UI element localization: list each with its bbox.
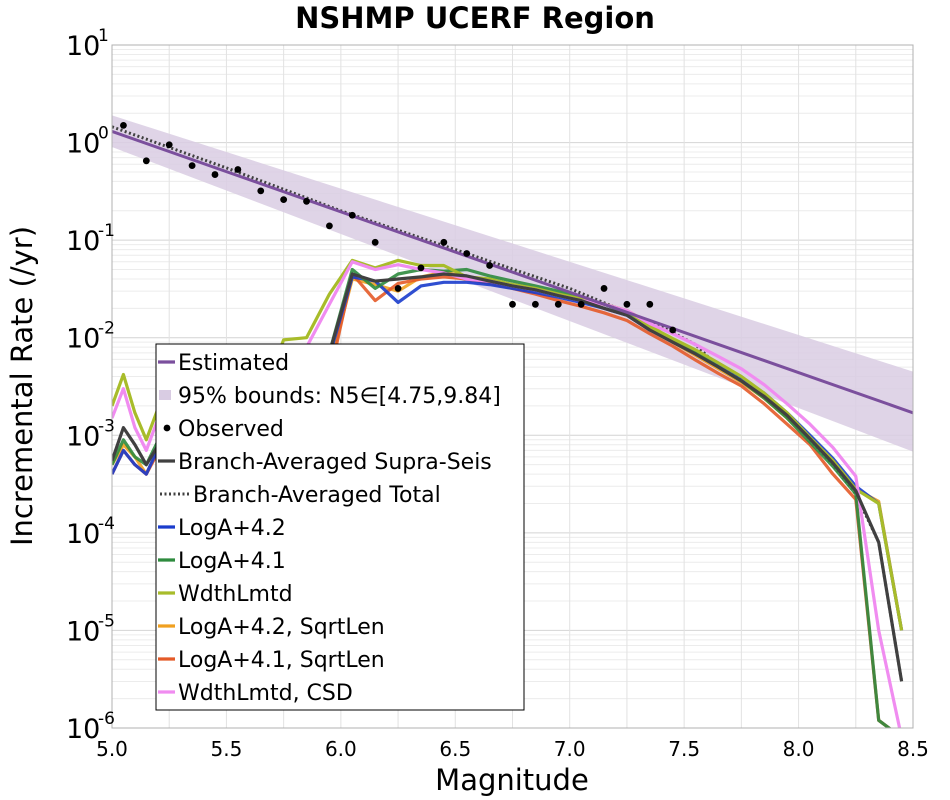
observed-point — [669, 326, 677, 334]
observed-point — [554, 300, 562, 308]
x-axis-label: Magnitude — [435, 763, 589, 797]
y-tick-base: 10 — [66, 226, 100, 257]
legend-item-branch-averaged-total: Branch-Averaged Total — [160, 483, 441, 508]
y-tick-exponent: 1 — [98, 26, 109, 46]
y-axis-label: Incremental Rate (/yr) — [5, 226, 39, 546]
legend-item-loga-4-2-sqrtlen: LogA+4.2, SqrtLen — [158, 615, 385, 640]
y-tick-base: 10 — [66, 519, 100, 550]
legend-label: Estimated — [178, 351, 289, 376]
x-tick-label: 8.0 — [783, 737, 815, 761]
observed-point — [120, 121, 127, 129]
x-tick-label: 6.5 — [439, 737, 471, 761]
y-tick-base: 10 — [66, 324, 100, 355]
observed-point — [280, 196, 288, 204]
observed-point — [646, 300, 654, 308]
observed-point — [303, 197, 310, 205]
legend-item-estimated: Estimated — [158, 351, 289, 376]
legend-label: Branch-Averaged Total — [193, 483, 441, 508]
x-tick-label: 7.5 — [668, 737, 700, 761]
observed-point — [326, 222, 333, 230]
observed-point — [348, 211, 356, 219]
y-tick-label: 100 — [66, 124, 109, 160]
legend-swatch — [159, 390, 171, 400]
y-tick-exponent: -6 — [98, 709, 115, 729]
x-tick-label: 5.0 — [96, 737, 128, 761]
x-tick-label: 8.5 — [897, 737, 929, 761]
legend-item-95-bounds-n5-4-75-9-84: 95% bounds: N5∈[4.75,9.84] — [159, 384, 501, 409]
observed-point — [531, 300, 539, 308]
y-tick-exponent: -2 — [98, 319, 115, 339]
y-tick-label: 101 — [66, 26, 109, 62]
legend-label: LogA+4.2 — [178, 516, 286, 541]
y-tick-label: 10-6 — [66, 709, 115, 745]
observed-point — [417, 264, 425, 272]
y-tick-exponent: -1 — [98, 221, 115, 241]
legend-label: LogA+4.2, SqrtLen — [178, 615, 385, 640]
y-tick-exponent: 0 — [98, 124, 109, 144]
legend: Estimated 95% bounds: N5∈[4.75,9.84] Obser… — [155, 343, 525, 711]
legend-item-loga-4-2: LogA+4.2 — [158, 516, 286, 541]
legend-label: 95% bounds: N5∈[4.75,9.84] — [178, 384, 501, 409]
y-tick-base: 10 — [66, 421, 100, 452]
y-tick-label: 10-3 — [66, 416, 115, 452]
observed-point — [486, 262, 494, 269]
legend-item-loga-4-1-sqrtlen: LogA+4.1, SqrtLen — [158, 648, 385, 673]
y-tick-label: 10-4 — [66, 514, 115, 550]
y-tick-exponent: -5 — [98, 611, 115, 631]
legend-label: LogA+4.1 — [178, 549, 286, 574]
y-tick-base: 10 — [66, 616, 100, 647]
plot-frame — [111, 44, 914, 729]
series-line-estimated — [112, 130, 913, 415]
y-tick-label: 10-5 — [66, 611, 115, 647]
x-tick-label: 7.0 — [554, 737, 586, 761]
legend-box — [155, 343, 525, 711]
observed-point — [142, 157, 150, 165]
y-tick-label: 10-2 — [66, 319, 115, 355]
observed-points — [120, 121, 677, 334]
legend-label: LogA+4.1, SqrtLen — [178, 648, 385, 673]
y-tick-label: 10-1 — [66, 221, 115, 257]
legend-label: WdthLmtd, CSD — [178, 681, 353, 706]
legend-item-wdthlmtd: WdthLmtd — [158, 582, 293, 607]
observed-point — [509, 300, 516, 308]
legend-swatch — [163, 424, 171, 432]
x-tick-label: 6.0 — [325, 737, 357, 761]
observed-point — [600, 285, 608, 292]
observed-point — [577, 300, 585, 308]
observed-point — [211, 171, 219, 178]
y-tick-exponent: -4 — [98, 514, 115, 534]
legend-item-wdthlmtd-csd: WdthLmtd, CSD — [158, 681, 353, 706]
legend-item-loga-4-1: LogA+4.1 — [158, 549, 286, 574]
y-tick-exponent: -3 — [98, 416, 115, 436]
observed-point — [394, 285, 402, 292]
x-tick-label: 5.5 — [211, 737, 243, 761]
x-tick-labels: 5.0 5.5 6.0 6.5 7.0 7.5 8.0 8.5 — [96, 737, 929, 761]
y-tick-base: 10 — [66, 129, 100, 160]
legend-label: WdthLmtd — [178, 582, 293, 607]
observed-point — [234, 166, 242, 173]
legend-label: Observed — [178, 417, 284, 442]
y-tick-base: 10 — [66, 31, 100, 62]
observed-point — [463, 250, 471, 257]
legend-label: Branch-Averaged Supra-Seis — [178, 450, 492, 475]
chart-title: NSHMP UCERF Region — [295, 1, 655, 35]
observed-point — [371, 238, 379, 246]
observed-point — [623, 300, 631, 308]
observed-point — [165, 141, 173, 149]
observed-point — [188, 162, 196, 170]
y-tick-base: 10 — [66, 714, 100, 745]
observed-point — [440, 238, 448, 246]
legend-item-branch-averaged-supra-seis: Branch-Averaged Supra-Seis — [158, 450, 492, 475]
observed-point — [257, 187, 265, 195]
legend-item-observed: Observed — [163, 417, 284, 442]
